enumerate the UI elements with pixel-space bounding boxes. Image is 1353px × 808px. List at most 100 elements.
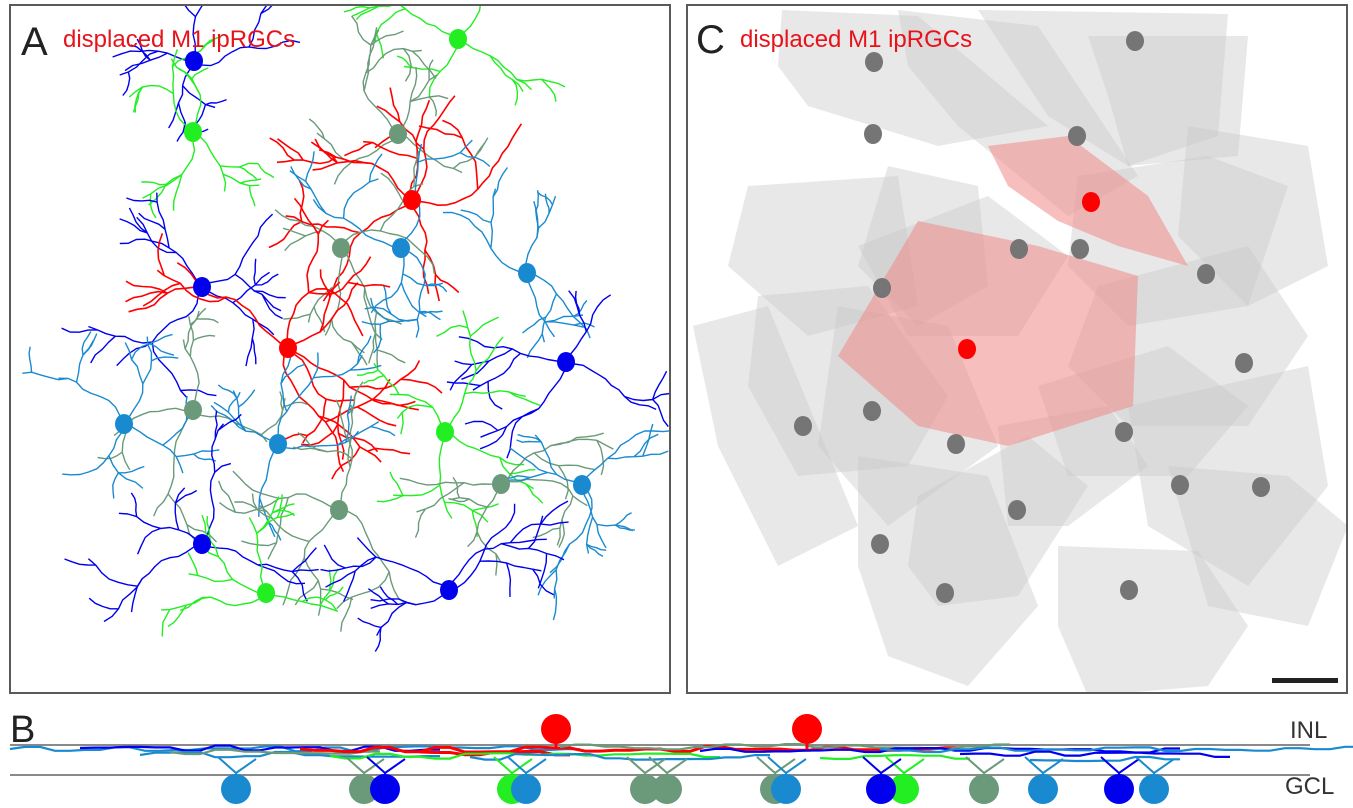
dendrite-displaced-m1	[338, 432, 379, 453]
dendrite-displaced-m1	[372, 398, 416, 407]
dendrite-cyan-blue	[418, 310, 441, 321]
dendrite-displaced-m1	[319, 269, 331, 298]
dendrite-blue	[652, 370, 668, 400]
dendrite-cyan-blue	[267, 520, 282, 541]
dendrite-cyan-blue	[545, 321, 584, 328]
dendrite-blue	[136, 526, 203, 555]
dendrite-gray-green	[377, 349, 406, 364]
dendrite-blue	[245, 319, 255, 367]
dendrite-blue	[342, 570, 356, 602]
dendrite-cyan-blue	[460, 209, 492, 224]
dendrite-cyan-blue	[418, 310, 443, 314]
dendrite-gray-green	[365, 47, 422, 74]
dendrite-cyan-blue	[633, 433, 659, 458]
dendritic-territory-polygon	[978, 10, 1228, 166]
dendrite-gray-green	[347, 404, 354, 468]
dendrite-cyan-blue	[123, 423, 184, 474]
scale-bar	[1272, 678, 1338, 683]
dendrite-blue	[116, 286, 203, 367]
dendrite-gray-green	[283, 401, 308, 408]
dendrite-gray-green	[232, 470, 340, 511]
dendrite-gray-green	[184, 310, 200, 349]
dendrite-cyan-blue	[370, 247, 405, 314]
dendrite-displaced-m1	[282, 347, 345, 473]
stratified-dendrite-cyan-blue	[469, 753, 770, 761]
dendrite-green	[373, 362, 400, 395]
dendrite-blue	[479, 426, 508, 450]
dendrite-green	[376, 494, 404, 503]
dendrite-gray-green	[338, 509, 407, 605]
dendrite-blue	[487, 381, 503, 410]
dendrite-gray-green	[193, 334, 216, 342]
dendrite-cyan-blue	[356, 335, 372, 364]
dendrite-cyan-blue	[118, 465, 145, 474]
soma-green	[257, 583, 275, 603]
soma-cyan-blue	[518, 263, 536, 283]
dendrite-blue	[124, 52, 168, 72]
dendritic-territory-polygon	[728, 176, 918, 336]
dendritic-territory-polygon	[1128, 366, 1328, 586]
dendritic-territory-polygon	[1088, 36, 1248, 166]
dendrite-blue	[574, 290, 581, 316]
dendrite-blue	[156, 192, 170, 249]
dendrite-green	[220, 162, 259, 168]
dendrite-blue	[449, 364, 473, 391]
soma-green	[184, 122, 202, 142]
dendrite-gray-green	[186, 524, 218, 543]
dendrite-cyan-blue	[425, 283, 448, 293]
dendrite-gray-green	[282, 227, 306, 237]
soma-gray	[947, 434, 965, 454]
dendrite-green	[191, 67, 209, 80]
dendrite-displaced-m1	[298, 179, 305, 222]
dendrite-cyan-blue	[213, 401, 247, 432]
dendrite-green	[363, 375, 385, 385]
dendrite-cyan-blue	[516, 439, 542, 443]
soma-green	[449, 29, 467, 49]
dendrite-blue	[248, 6, 267, 48]
dendrite-green	[192, 131, 227, 192]
dendrite-displaced-m1	[409, 99, 431, 201]
dendrite-displaced-m1	[325, 378, 391, 423]
dendrite-gray-green	[379, 183, 424, 232]
dendrite-green	[141, 181, 167, 186]
dendrite-gray-green	[362, 29, 399, 135]
soma-blue	[193, 277, 211, 297]
dendrite-displaced-m1	[268, 220, 303, 249]
dendrite-gray-green	[279, 391, 284, 417]
dendrite-blue	[261, 294, 283, 320]
dendrite-blue	[255, 273, 279, 286]
dendrite-green	[457, 6, 481, 40]
dendrite-cyan-blue	[581, 484, 607, 549]
dendrite-gray-green	[351, 15, 372, 46]
dendrite-cyan-blue	[151, 356, 179, 362]
dendrite-green	[374, 8, 406, 43]
dendrite-green	[438, 431, 453, 519]
dendrite-cyan-blue	[193, 453, 217, 462]
soma-blue	[440, 580, 458, 600]
soma-gray	[873, 278, 891, 298]
dendritic-territory-polygon	[858, 456, 1038, 686]
dendrite-displaced-m1	[128, 286, 202, 313]
dendrite-cyan-blue	[238, 389, 256, 408]
dendrite-green	[319, 568, 339, 606]
soma-gray-green	[389, 124, 407, 144]
dendrite-gray-green	[350, 381, 364, 415]
dendrite-blue	[260, 6, 273, 15]
dendrite-cyan-blue	[28, 346, 33, 373]
dendrite-green	[540, 78, 557, 102]
dendrite-blue	[320, 556, 377, 572]
dendrite-blue	[479, 560, 542, 572]
dendrite-blue	[652, 399, 669, 428]
dendrite-gray-green	[550, 438, 614, 450]
soma-cyan-blue	[771, 774, 801, 804]
dendrite-displaced-m1	[389, 87, 401, 122]
dendrite-cyan-blue	[22, 371, 68, 381]
dendrite-cyan-blue	[615, 524, 635, 531]
panel-b-side-view: B INL GCL	[0, 705, 1353, 808]
dendrite-blue	[461, 360, 490, 380]
dendrite-displaced-m1	[434, 274, 460, 294]
dendrite-green	[172, 131, 196, 211]
dendrite-green	[170, 58, 186, 73]
dendrite-gray-green	[292, 446, 328, 453]
dendrite-green	[524, 483, 544, 504]
